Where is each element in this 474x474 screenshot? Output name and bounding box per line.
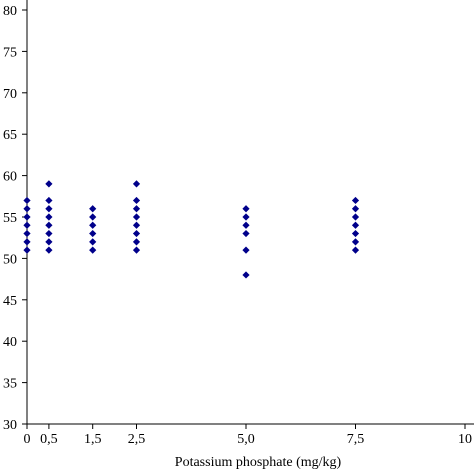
y-tick-label: 55 — [3, 211, 17, 226]
data-point — [351, 238, 360, 246]
data-point — [45, 213, 53, 221]
x-axis-ticks: 0 0,5 1,5 2,5 5,0 7,5 10 — [24, 424, 472, 447]
data-point — [23, 221, 31, 229]
y-tick-label: 65 — [3, 128, 17, 143]
data-point — [242, 205, 250, 213]
x-tick-label: 2,5 — [128, 432, 146, 447]
data-point — [23, 196, 31, 205]
data-point — [89, 221, 97, 229]
x-tick-label: 5,0 — [237, 432, 255, 447]
data-point — [45, 238, 53, 246]
data-point — [132, 229, 141, 238]
y-tick-label: 30 — [3, 418, 17, 433]
data-point — [132, 238, 141, 246]
y-tick-label: 60 — [3, 170, 17, 185]
data-point — [132, 180, 141, 188]
data-point — [89, 229, 97, 238]
data-point — [23, 205, 31, 213]
data-point — [45, 205, 53, 213]
data-points — [23, 180, 360, 279]
data-point — [351, 196, 360, 205]
data-point — [351, 213, 360, 221]
y-tick-label: 80 — [3, 4, 17, 19]
data-point — [23, 246, 31, 254]
x-axis-title: Potassium phosphate (mg/kg) — [175, 455, 342, 470]
data-point — [351, 205, 360, 213]
y-tick-label: 70 — [3, 87, 17, 102]
y-tick-label: 35 — [3, 377, 17, 392]
data-point — [132, 196, 141, 205]
data-point — [45, 229, 53, 238]
data-point — [23, 213, 31, 221]
x-tick-label: 7,5 — [347, 432, 365, 447]
data-point — [132, 246, 141, 254]
data-point — [89, 205, 97, 213]
data-point — [132, 221, 141, 229]
data-point — [242, 271, 250, 279]
data-point — [23, 229, 31, 238]
y-axis-ticks: 30 35 40 45 50 55 60 65 70 75 80 — [3, 4, 27, 433]
data-point — [45, 180, 53, 188]
data-point — [242, 221, 250, 229]
y-tick-label: 50 — [3, 252, 17, 267]
y-tick-label: 75 — [3, 45, 17, 60]
data-point — [242, 213, 250, 221]
data-point — [23, 238, 31, 246]
x-tick-label: 1,5 — [84, 432, 102, 447]
y-tick-label: 45 — [3, 294, 17, 309]
data-point — [89, 246, 97, 254]
data-point — [89, 213, 97, 221]
x-tick-label: 0,5 — [40, 432, 58, 447]
x-tick-label: 0 — [24, 432, 31, 447]
data-point — [45, 246, 53, 254]
data-point — [242, 229, 250, 238]
data-point — [242, 246, 250, 254]
data-point — [132, 213, 141, 221]
x-tick-label: 10 — [458, 432, 472, 447]
data-point — [132, 205, 141, 213]
data-point — [89, 238, 97, 246]
data-point — [45, 196, 53, 205]
data-point — [45, 221, 53, 229]
data-point — [351, 221, 360, 229]
data-point — [351, 229, 360, 238]
data-point — [351, 246, 360, 254]
y-tick-label: 40 — [3, 335, 17, 350]
